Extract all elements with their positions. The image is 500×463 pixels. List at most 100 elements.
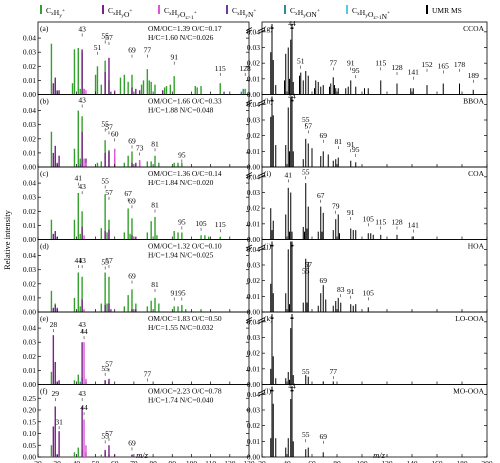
peak-label: 44 [80,327,88,336]
bar [54,361,56,385]
x-tick-label: 20 [34,459,42,463]
peak-label: 189 [468,71,480,80]
bar [285,378,287,385]
bar [83,309,85,312]
bar [173,231,175,240]
panel-info: OM/OC=1.36 O/C=0.14 [148,169,222,178]
panel-title: LO-OOA [455,314,484,323]
bar [307,206,309,240]
peak-label: 95 [352,66,360,75]
bar [100,454,102,457]
bar [142,80,145,95]
panel-info: H/C=1.55 N/C=0.032 [148,323,214,332]
bar [146,306,149,312]
peak-label: 81 [151,200,159,209]
bar [108,303,110,312]
peak-label: 44 [288,92,296,101]
peak-label: 44 [80,403,88,412]
bar [177,232,179,240]
y-tick-label: 0.03 [23,338,36,347]
bar [200,309,202,312]
peak-label: 81 [335,137,343,146]
bar [173,76,175,95]
axis-break [258,102,266,106]
panel: 0.00 0.01 0.02 0.03 0.04 (b) OM/OC=1.66 O/C=0.… [23,94,253,172]
y-tick-label: 0.02 [247,349,260,358]
bar [291,96,293,167]
peak-label: 51 [94,43,102,52]
bar [275,438,277,457]
y-tick-label: 0.03 [247,116,260,125]
bar [114,148,116,167]
peak-label: 69 [128,438,136,447]
bar [154,216,156,240]
bar [350,228,352,240]
bar [339,233,340,240]
bar [104,304,106,312]
bar [219,236,221,240]
x-tick-label: 110 [205,459,216,463]
peak-label: 69 [128,136,136,145]
bar [81,276,83,312]
bar [108,151,110,167]
peak-label: 55 [101,32,109,41]
axis-break [258,319,266,324]
panel-info: H/C=1.88 N/C=0.048 [148,106,214,115]
x-tick-label: 40 [283,459,291,463]
bar [173,306,175,312]
bar [380,80,382,95]
x-tick-label: 160 [431,459,443,463]
peak-label: 43 [78,256,86,265]
bar [289,231,290,240]
peak-label: 67 [124,189,132,198]
bar [242,88,244,95]
bar [367,233,369,240]
bar [325,299,327,312]
axis-break [258,29,266,34]
bar [272,60,274,95]
bar [110,91,112,95]
peak-label: 91 [170,53,178,62]
bar [131,87,133,95]
peak-label: 41 [285,170,293,179]
y-tick-label: 0.02 [23,279,36,288]
y-tick-label: 0.01 [23,366,36,375]
y-tick-label: 0.00 [23,380,36,389]
bar [305,375,307,385]
bar [285,293,287,312]
panel: 0.00 0.01 0.02 0.03 0.04 (d) OM/OC=1.32 O/C=0.… [23,239,253,317]
peak-label: 44 [288,19,296,28]
x-tick-label: 120 [381,459,393,463]
bar [208,236,210,240]
axis-break [258,172,266,176]
bar [131,74,133,95]
y-tick-label: 0.03 [247,261,260,270]
bar [79,306,81,312]
peak-label: 55 [101,431,109,440]
bar [380,234,382,240]
peak-label: 43 [78,24,86,33]
panel-title: HOA [468,242,485,251]
bar [291,314,293,385]
bar [332,230,334,240]
bar [158,303,160,312]
bar [320,206,322,240]
bar [275,85,277,95]
y-tick-label: 0.00 [247,453,260,462]
x-axis-title-right: m/z [373,450,386,460]
bar [302,159,304,167]
bar [150,221,152,240]
bar [271,24,273,95]
y-tick-label: 0.15 [23,417,36,426]
bar [352,305,354,312]
panels: 0.00 0.01 0.02 0.03 0.04 (a) OM/OC=1.39 O/C=0.… [23,19,493,463]
bar [77,47,79,95]
bar [299,75,300,95]
bar [320,156,322,167]
bar [442,83,444,95]
x-tick-label: 80 [333,459,341,463]
bar [127,155,129,167]
bar [332,77,334,95]
x-tick-label: 60 [111,459,119,463]
y-tick-label: 0.01 [247,74,260,83]
